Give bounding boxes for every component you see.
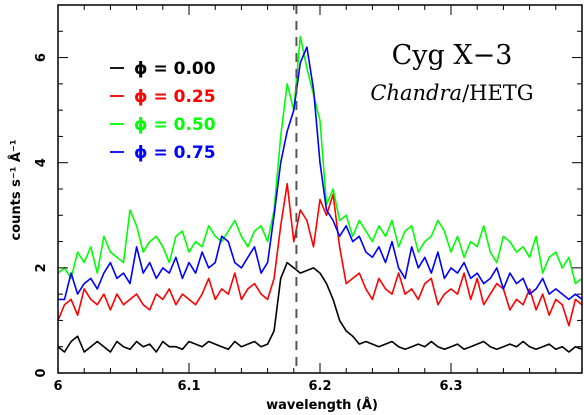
- chart-subtitle: Chandra/HETG: [370, 81, 533, 105]
- x-axis-label: wavelength (Å): [266, 397, 378, 413]
- series-line-0: [57, 261, 583, 353]
- legend-label-1: ϕ = 0.25: [134, 87, 216, 107]
- ticks-layer: 6 6.1 6.2 6.3 0 2 4 6: [34, 4, 583, 394]
- y-tick-label: 0: [34, 368, 49, 377]
- y-tick-label: 2: [34, 263, 49, 272]
- y-tick-label: 6: [34, 53, 49, 62]
- x-tick-label: 6: [53, 379, 62, 394]
- series-line-2: [57, 35, 583, 285]
- x-tick-label: 6.3: [439, 379, 462, 394]
- legend: ϕ = 0.00 ϕ = 0.25 ϕ = 0.50 ϕ = 0.75: [110, 59, 216, 163]
- x-tick-label: 6.1: [177, 379, 200, 394]
- series-line-1: [57, 182, 583, 327]
- legend-label-0: ϕ = 0.00: [134, 59, 216, 79]
- y-tick-label: 4: [34, 158, 49, 167]
- x-tick-label: 6.2: [308, 379, 331, 394]
- series-layer: [57, 35, 583, 353]
- y-axis-label: counts s⁻¹ Å⁻¹: [8, 139, 24, 240]
- series-line-3: [58, 46, 583, 301]
- chart-title: Cyg X−3: [392, 40, 513, 71]
- legend-label-2: ϕ = 0.50: [134, 115, 216, 135]
- legend-label-3: ϕ = 0.75: [134, 143, 216, 163]
- subtitle-instrument: Chandra: [370, 81, 462, 105]
- subtitle-grating: /HETG: [462, 81, 534, 105]
